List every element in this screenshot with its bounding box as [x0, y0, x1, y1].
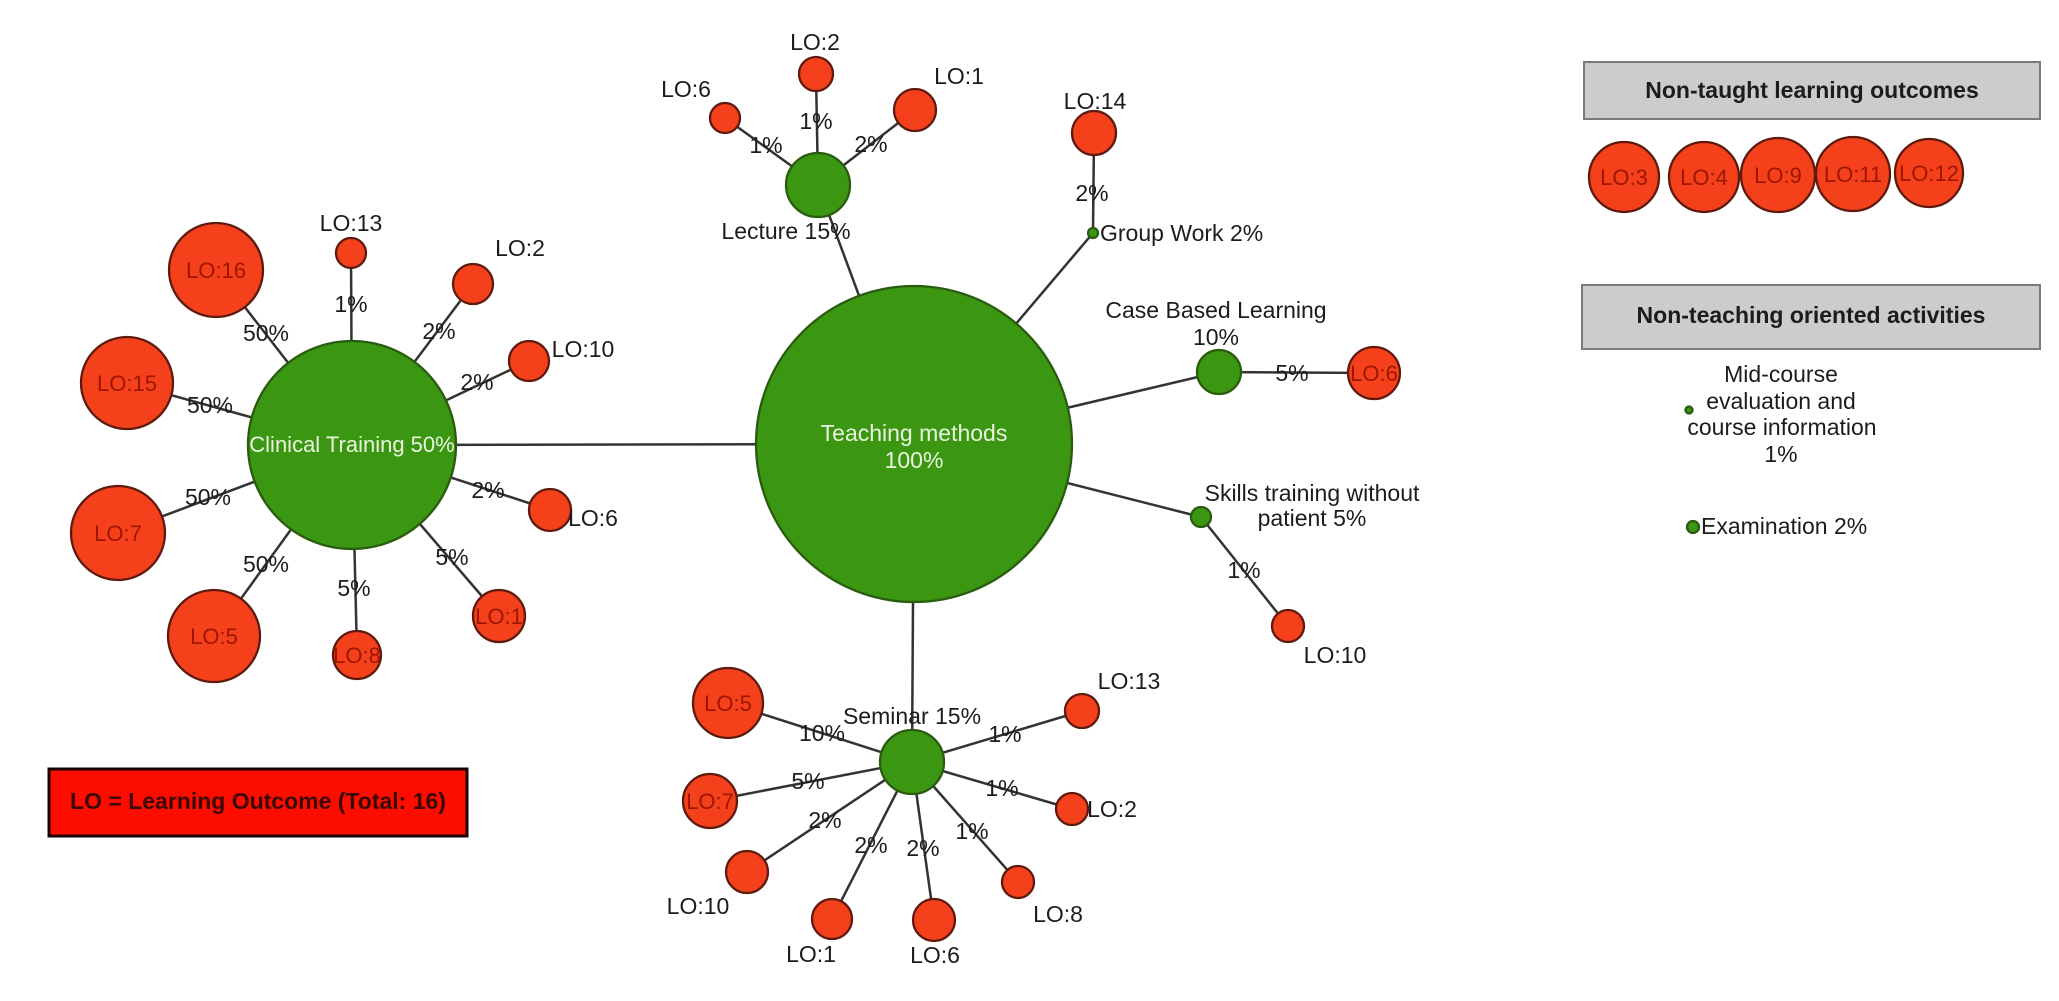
svg-text:Seminar 15%: Seminar 15% [843, 703, 981, 729]
svg-text:LO:16: LO:16 [186, 258, 246, 283]
svg-text:LO:12: LO:12 [1899, 161, 1959, 186]
svg-text:LO:7: LO:7 [94, 521, 142, 546]
svg-text:Non-taught learning outcomes: Non-taught learning outcomes [1645, 77, 1979, 103]
svg-text:LO:6: LO:6 [910, 942, 960, 968]
svg-text:LO:13: LO:13 [320, 210, 383, 236]
svg-text:LO:8: LO:8 [333, 643, 381, 668]
svg-text:2%: 2% [854, 832, 887, 858]
svg-text:course information: course information [1687, 414, 1876, 440]
svg-text:1%: 1% [985, 775, 1018, 801]
svg-text:LO:6: LO:6 [568, 505, 618, 531]
svg-text:LO:2: LO:2 [790, 29, 840, 55]
svg-text:5%: 5% [1275, 360, 1308, 386]
svg-text:10%: 10% [1193, 324, 1239, 350]
svg-text:LO:10: LO:10 [667, 893, 730, 919]
svg-text:Clinical Training 50%: Clinical Training 50% [249, 432, 454, 457]
svg-text:LO:13: LO:13 [1098, 668, 1161, 694]
svg-text:1%: 1% [334, 291, 367, 317]
svg-text:LO:4: LO:4 [1680, 165, 1728, 190]
svg-text:patient 5%: patient 5% [1258, 505, 1367, 531]
svg-text:LO:1: LO:1 [786, 941, 836, 967]
svg-text:1%: 1% [1227, 557, 1260, 583]
svg-text:LO:3: LO:3 [1600, 165, 1648, 190]
svg-text:5%: 5% [435, 544, 468, 570]
svg-text:2%: 2% [1075, 180, 1108, 206]
svg-text:1%: 1% [955, 818, 988, 844]
svg-text:5%: 5% [791, 768, 824, 794]
svg-text:LO:6: LO:6 [661, 76, 711, 102]
svg-text:Teaching methods: Teaching methods [821, 420, 1008, 446]
svg-text:LO:5: LO:5 [704, 691, 752, 716]
svg-text:50%: 50% [187, 392, 233, 418]
svg-text:LO:10: LO:10 [1304, 642, 1367, 668]
svg-text:1%: 1% [988, 721, 1021, 747]
svg-text:LO:7: LO:7 [686, 789, 734, 814]
svg-text:LO:2: LO:2 [1087, 796, 1137, 822]
svg-text:LO:1: LO:1 [934, 63, 984, 89]
svg-text:LO:11: LO:11 [1824, 162, 1882, 187]
svg-text:1%: 1% [799, 108, 832, 134]
svg-text:2%: 2% [460, 369, 493, 395]
svg-text:2%: 2% [906, 835, 939, 861]
svg-text:LO:2: LO:2 [495, 235, 545, 261]
svg-text:LO:15: LO:15 [97, 371, 157, 396]
svg-text:evaluation and: evaluation and [1706, 388, 1856, 414]
svg-text:2%: 2% [422, 318, 455, 344]
svg-text:LO:14: LO:14 [1064, 88, 1127, 114]
svg-text:Skills training without: Skills training without [1205, 480, 1420, 506]
svg-text:Case Based Learning: Case Based Learning [1105, 297, 1326, 323]
svg-text:2%: 2% [471, 477, 504, 503]
svg-text:Lecture 15%: Lecture 15% [721, 218, 850, 244]
svg-text:1%: 1% [1764, 441, 1797, 467]
svg-text:1%: 1% [749, 132, 782, 158]
svg-text:5%: 5% [337, 575, 370, 601]
svg-text:10%: 10% [799, 720, 845, 746]
svg-text:LO:5: LO:5 [190, 624, 238, 649]
svg-text:LO:10: LO:10 [552, 336, 615, 362]
svg-text:LO:9: LO:9 [1754, 163, 1802, 188]
svg-text:LO = Learning Outcome (Total:: LO = Learning Outcome (Total: 16) [70, 788, 446, 814]
svg-text:Non-teaching oriented activiti: Non-teaching oriented activities [1637, 302, 1986, 328]
svg-text:100%: 100% [885, 447, 944, 473]
svg-text:Examination 2%: Examination 2% [1701, 513, 1867, 539]
svg-text:LO:1: LO:1 [475, 604, 523, 629]
svg-text:50%: 50% [243, 551, 289, 577]
svg-text:50%: 50% [243, 320, 289, 346]
svg-text:LO:6: LO:6 [1350, 361, 1398, 386]
svg-text:50%: 50% [185, 484, 231, 510]
svg-text:Group Work 2%: Group Work 2% [1100, 220, 1263, 246]
svg-text:2%: 2% [854, 131, 887, 157]
svg-text:LO:8: LO:8 [1033, 901, 1083, 927]
svg-text:2%: 2% [808, 807, 841, 833]
svg-text:Mid-course: Mid-course [1724, 361, 1838, 387]
